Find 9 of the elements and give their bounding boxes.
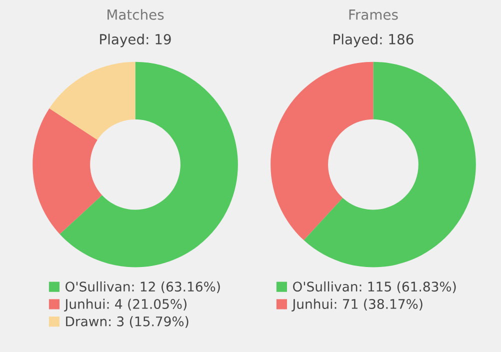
legend-label: Junhui: 71 (38.17%) xyxy=(292,298,422,312)
legend-label: O'Sullivan: 12 (63.16%) xyxy=(66,281,220,294)
legend-label: Junhui: 4 (21.05%) xyxy=(64,298,186,312)
chart-title: Frames xyxy=(349,10,398,20)
chart-title: Matches xyxy=(108,9,164,20)
chart-subtitle: Played: 186 xyxy=(334,34,414,48)
legend-label: O'Sullivan: 115 (61.83%) xyxy=(293,281,456,294)
chart-subtitle: Played: 19 xyxy=(100,34,171,48)
legend-label: Drawn: 3 (15.79%) xyxy=(66,316,188,328)
